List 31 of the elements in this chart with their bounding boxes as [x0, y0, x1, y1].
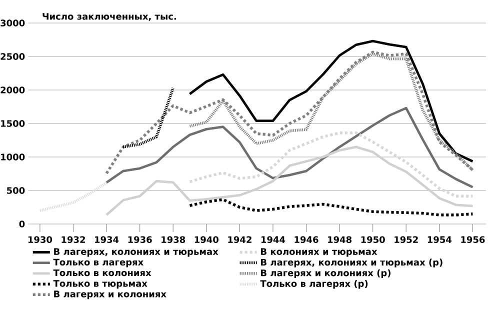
y-tick-label: 3000 — [0, 20, 25, 26]
legend-label: Только в лагерях — [53, 258, 144, 268]
legend-label: В колониях и тюрьмах — [261, 248, 378, 257]
x-tick-label: 1956 — [461, 236, 485, 243]
legend-label: В лагерях и колониях (р) — [261, 269, 390, 278]
x-tick-label: 1932 — [62, 236, 85, 244]
x-tick-label: 1944 — [261, 236, 286, 243]
legend-label: Только в тюрьмах — [53, 280, 148, 289]
x-tick-label: 1940 — [194, 236, 218, 244]
y-tick-label: 2000 — [0, 86, 25, 94]
x-tick-label: 1948 — [328, 236, 352, 244]
y-tick-label: 1500 — [1, 120, 25, 127]
x-tick-label: 1934 — [95, 236, 119, 244]
y-tick-label: 500 — [7, 187, 25, 194]
y-tick-label: 1000 — [1, 154, 25, 160]
legend-label: В лагерях и колониях — [54, 290, 166, 300]
y-tick-label: 2500 — [0, 53, 25, 60]
x-tick-label: 1942 — [228, 236, 252, 244]
x-tick-label: 1950 — [361, 236, 385, 244]
x-tick-label: 1930 — [28, 236, 52, 244]
x-tick-label: 1936 — [128, 236, 152, 244]
legend-label: В лагерях, колониях и тюрьмах (р) — [261, 258, 442, 268]
y-tick-label: 0 — [19, 220, 25, 228]
y-axis-title: Число заключенных, тыс. — [42, 13, 176, 21]
legend-label: Только в колониях — [53, 269, 152, 276]
x-tick-label: 1952 — [394, 236, 418, 244]
legend-label: В лагерях, колониях и тюрьмах — [54, 248, 218, 257]
legend-label: Только в лагерях (р) — [260, 280, 368, 289]
x-tick-label: 1954 — [428, 236, 452, 243]
x-tick-label: 1946 — [294, 236, 318, 243]
x-tick-label: 1938 — [162, 236, 186, 244]
